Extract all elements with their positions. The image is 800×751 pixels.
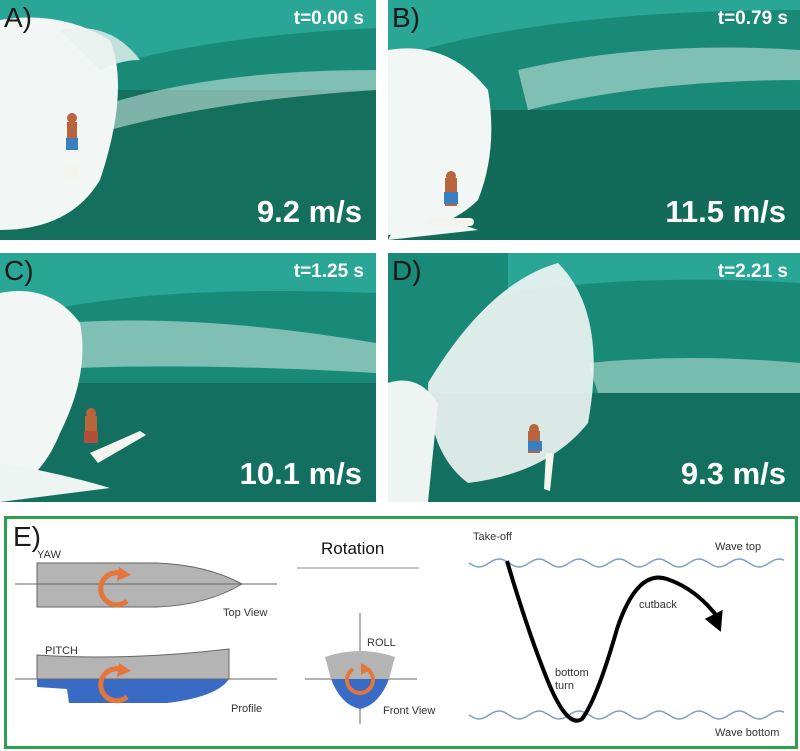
speed-value: 11.5 m/s	[665, 194, 786, 229]
photo-panel-a: A) t=0.00 s 9.2 m/s	[0, 0, 376, 240]
take-off-label: Take-off	[473, 531, 512, 543]
time-stamp: t=1.25 s	[293, 261, 364, 282]
yaw-label: YAW	[37, 549, 61, 561]
speed-value: 9.3 m/s	[680, 456, 786, 491]
pitch-label: PITCH	[45, 645, 78, 657]
surfer-figure	[64, 113, 78, 179]
rotation-title: Rotation	[321, 539, 385, 558]
time-stamp: t=0.79 s	[717, 8, 788, 29]
rotation-diagram	[15, 558, 785, 724]
wave-top-label: Wave top	[715, 541, 762, 553]
photo-panel-c: C) t=1.25 s 10.1 m/s	[0, 253, 376, 502]
surf-trajectory-arrow	[505, 560, 723, 723]
wave-top-line	[468, 558, 785, 568]
panel-label: C)	[4, 255, 34, 286]
bottom-turn-label: bottom turn	[555, 667, 589, 692]
roll-hull-front-view	[305, 613, 417, 724]
speed-value: 10.1 m/s	[239, 456, 362, 491]
pitch-hull-profile	[15, 648, 277, 704]
surf-photo-d	[388, 253, 800, 502]
surfer-figure	[528, 424, 554, 491]
panel-label: D)	[392, 255, 422, 286]
surfer-figure	[84, 408, 146, 463]
front-view-label: Front View	[383, 705, 436, 717]
top-view-label: Top View	[223, 607, 268, 619]
profile-label: Profile	[231, 703, 263, 715]
photo-panel-d: D) t=2.21 s 9.3 m/s	[388, 253, 800, 502]
time-stamp: t=2.21 s	[717, 261, 788, 282]
time-stamp: t=0.00 s	[293, 8, 364, 29]
surf-photo-b	[388, 0, 800, 240]
panel-label: A)	[4, 2, 32, 33]
panel-label: B)	[392, 2, 420, 33]
panel-label: E)	[13, 521, 41, 552]
roll-label: ROLL	[367, 637, 396, 649]
cutback-label: cutback	[639, 599, 677, 611]
wave-bottom-label: Wave bottom	[715, 727, 780, 739]
photo-panel-b: B) t=0.79 s 11.5 m/s	[388, 0, 800, 240]
surf-photo-a	[0, 0, 376, 240]
diagram-panel-e: E) YAW Top View PITCH Profile Rotation R…	[4, 516, 798, 749]
speed-value: 9.2 m/s	[256, 194, 362, 229]
surfer-figure	[428, 171, 474, 226]
yaw-hull-top-view	[15, 562, 277, 608]
wave-bottom-line	[468, 710, 785, 720]
surf-photo-c	[0, 253, 376, 502]
